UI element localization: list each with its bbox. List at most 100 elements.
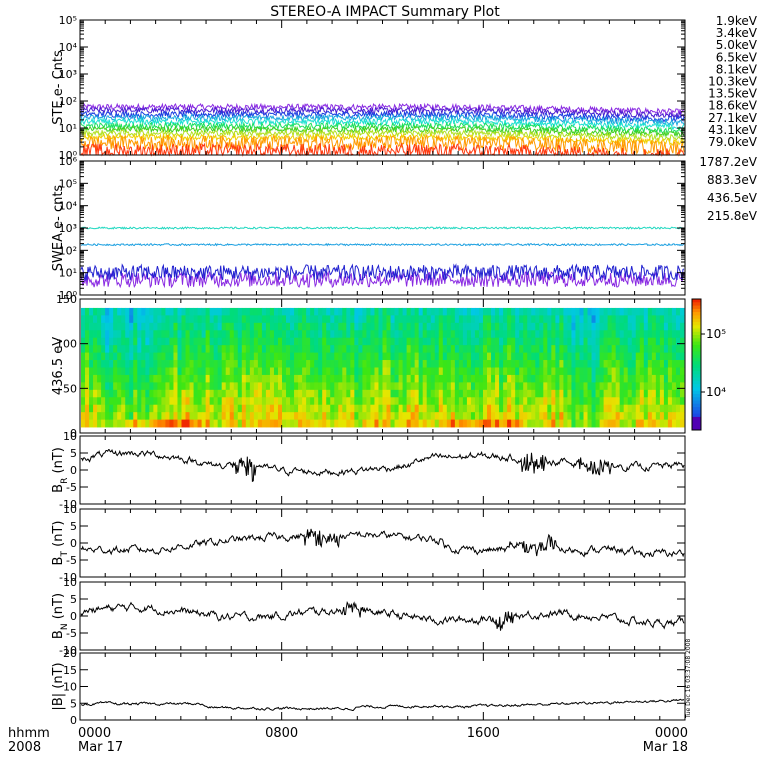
- heatmap-cell: [306, 412, 311, 420]
- heatmap-cell: [201, 404, 207, 413]
- heatmap-cell: [495, 322, 500, 331]
- heatmap-cell: [197, 412, 202, 420]
- heatmap-cell: [209, 389, 215, 398]
- heatmap-cell: [386, 382, 391, 391]
- heatmap-cell: [362, 352, 367, 361]
- heatmap-cell: [346, 337, 351, 346]
- heatmap-cell: [229, 330, 235, 339]
- heatmap-cell: [450, 345, 456, 353]
- heatmap-cell: [109, 389, 114, 398]
- heatmap-cell: [398, 397, 403, 406]
- heatmap-cell: [245, 374, 251, 383]
- swea-legend-entry: 883.3eV: [707, 173, 758, 187]
- heatmap-cell: [85, 404, 90, 413]
- heatmap-cell: [177, 307, 182, 316]
- heatmap-cell: [438, 330, 444, 339]
- heatmap-cell: [675, 337, 681, 346]
- heatmap-cell: [314, 322, 319, 331]
- heatmap-cell: [418, 382, 424, 391]
- swea-ytick-label: 10³: [59, 222, 77, 235]
- heatmap-cell: [181, 307, 186, 316]
- heatmap-cell: [495, 382, 500, 391]
- heatmap-cell: [257, 374, 263, 383]
- heatmap-cell: [599, 389, 604, 398]
- heatmap-cell: [378, 322, 383, 331]
- heatmap-cell: [458, 389, 464, 398]
- heatmap-cell: [378, 345, 383, 353]
- heatmap-cell: [318, 322, 323, 331]
- heatmap-cell: [161, 404, 166, 413]
- heatmap-cell: [294, 307, 299, 316]
- heatmap-cell: [591, 360, 596, 368]
- heatmap-cell: [93, 419, 98, 428]
- heatmap-cell: [675, 419, 681, 428]
- heatmap-cell: [635, 389, 641, 398]
- heatmap-cell: [366, 322, 371, 331]
- heatmap-cell: [643, 389, 649, 398]
- heatmap-cell: [639, 367, 645, 376]
- heatmap-cell: [221, 389, 227, 398]
- heatmap-cell: [322, 330, 327, 339]
- heatmap-cell: [555, 367, 560, 376]
- heatmap-cell: [426, 374, 432, 383]
- heatmap-cell: [611, 345, 617, 353]
- heatmap-cell: [165, 315, 170, 324]
- heatmap-cell: [430, 345, 436, 353]
- heatmap-cell: [173, 345, 178, 353]
- heatmap-cell: [495, 374, 500, 383]
- heatmap-cell: [153, 352, 158, 361]
- heatmap-cell: [635, 419, 641, 428]
- heatmap-cell: [298, 367, 303, 376]
- heatmap-cell: [157, 412, 162, 420]
- heatmap-cell: [567, 367, 572, 376]
- heatmap-cell: [659, 397, 665, 406]
- heatmap-cell: [519, 382, 524, 391]
- heatmap-cell: [591, 397, 596, 406]
- heatmap-cell: [575, 337, 580, 346]
- heatmap-cell: [623, 352, 629, 361]
- heatmap-cell: [487, 322, 492, 331]
- heatmap-cell: [370, 360, 375, 368]
- heatmap-cell: [273, 315, 279, 324]
- heatmap-cell: [511, 374, 516, 383]
- heatmap-cell: [575, 315, 580, 324]
- heatmap-cell: [318, 307, 323, 316]
- heatmap-cell: [675, 330, 681, 339]
- heatmap-cell: [519, 389, 524, 398]
- heatmap-cell: [579, 330, 584, 339]
- heatmap-cell: [141, 315, 146, 324]
- heatmap-cell: [595, 389, 600, 398]
- heatmap-cell: [346, 360, 351, 368]
- bn-ytick-label: -5: [66, 627, 77, 640]
- heatmap-cell: [555, 322, 560, 331]
- ste-legend-entry: 79.0keV: [708, 135, 758, 149]
- heatmap-cell: [639, 337, 645, 346]
- heatmap-cell: [603, 412, 609, 420]
- heatmap-cell: [603, 397, 609, 406]
- heatmap-cell: [503, 367, 508, 376]
- heatmap-cell: [257, 307, 263, 316]
- heatmap-cell: [237, 360, 243, 368]
- heatmap-cell: [499, 360, 504, 368]
- heatmap-cell: [209, 382, 215, 391]
- heatmap-cell: [133, 322, 138, 331]
- heatmap-cell: [647, 367, 653, 376]
- heatmap-cell: [189, 337, 194, 346]
- heatmap-cell: [145, 389, 150, 398]
- heatmap-cell: [217, 330, 223, 339]
- heatmap-cell: [269, 374, 275, 383]
- heatmap-cell: [93, 382, 98, 391]
- heatmap-cell: [249, 382, 255, 391]
- heatmap-cell: [245, 330, 251, 339]
- heatmap-cell: [679, 322, 685, 331]
- heatmap-cell: [663, 322, 669, 331]
- heatmap-cell: [137, 330, 142, 339]
- heatmap-cell: [499, 382, 504, 391]
- heatmap-cell: [133, 397, 138, 406]
- heatmap-cell: [583, 322, 588, 331]
- heatmap-cell: [647, 322, 653, 331]
- heatmap-cell: [362, 322, 367, 331]
- heatmap-cell: [406, 389, 412, 398]
- br-series-line: [80, 448, 685, 483]
- heatmap-cell: [519, 337, 524, 346]
